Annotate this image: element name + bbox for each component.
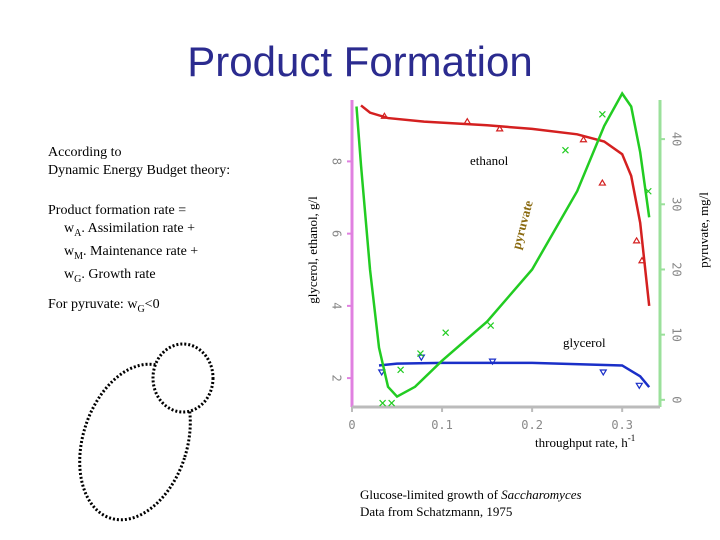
y2-tick-label: 0 [670, 396, 684, 403]
y-tick-label: 8 [330, 158, 344, 165]
term: wA. Assimilation rate + [64, 220, 198, 243]
fit-curve [355, 91, 651, 399]
slide-title: Product Formation [187, 38, 533, 85]
term: wM. Maintenance rate + [64, 243, 198, 266]
data-point [442, 329, 450, 337]
series-label: pyruvate [508, 199, 535, 251]
term-sub: M [74, 250, 84, 262]
x-axis-label: throughput rate, h-1 [535, 433, 635, 450]
y2-tick-label: 10 [670, 327, 684, 341]
data-point [579, 135, 588, 143]
note-text: For pyruvate: w [48, 297, 138, 312]
term-symbol: w [64, 243, 75, 259]
data-point [598, 110, 606, 118]
data-point [487, 322, 495, 329]
caption-text: Data from Schatzmann, 1975 [360, 504, 513, 519]
note-rest: <0 [144, 297, 160, 312]
x-tick-label: 0.3 [611, 418, 633, 432]
data-point [417, 350, 424, 357]
yeast-bud [151, 342, 215, 414]
note-sub: G [137, 303, 145, 315]
x-tick-label: 0 [348, 418, 355, 432]
x-axis-label-text: throughput rate, h [535, 435, 628, 450]
data-point [598, 178, 607, 186]
caption-italic: Saccharomyces [501, 487, 582, 502]
term-sub: G [74, 273, 82, 285]
rate-heading: Product formation rate = [48, 203, 187, 218]
intro-line: According to [48, 145, 122, 160]
data-point [599, 369, 608, 377]
data-point [463, 117, 472, 125]
intro-line: Dynamic Energy Budget theory: [48, 163, 231, 178]
term-symbol: w [64, 266, 75, 282]
term: wG. Growth rate [64, 266, 198, 289]
data-point [380, 112, 389, 119]
data-point [495, 124, 504, 132]
data-point [637, 256, 647, 264]
data-point [635, 382, 644, 390]
term-text: . Growth rate [81, 266, 156, 282]
term-text: . Assimilation rate + [81, 221, 196, 236]
series-label: glycerol [563, 335, 606, 350]
y2-tick-label: 20 [670, 262, 684, 276]
data-point [644, 187, 652, 195]
caption: Glucose-limited growth of Saccharomyces … [360, 486, 582, 520]
intro: According to Dynamic Energy Budget theor… [48, 144, 230, 180]
x-tick-label: 0.1 [431, 418, 453, 432]
data-point [397, 366, 405, 374]
yeast-drawing [78, 342, 215, 522]
y2-axis-label: pyruvate, mg/l [696, 192, 711, 268]
y2-tick-label: 30 [670, 197, 684, 211]
term-symbol: w [64, 221, 75, 236]
y-axis-label: glycerol, ethanol, g/l [305, 196, 320, 304]
series-label: ethanol [470, 153, 509, 168]
data-point [632, 236, 641, 244]
fit-curve [360, 104, 651, 307]
terms: wA. Assimilation rate + wM. Maintenance r… [48, 220, 198, 288]
term-text: . Maintenance rate + [83, 243, 199, 259]
data-point [379, 399, 387, 407]
y-tick-label: 4 [330, 302, 344, 309]
data-point [388, 399, 396, 407]
data-point [488, 358, 497, 366]
data-point [377, 369, 386, 377]
y2-tick-label: 40 [670, 132, 684, 146]
caption-text: Glucose-limited growth of [360, 487, 502, 502]
x-axis-label-sup: -1 [628, 433, 636, 443]
fit-curve [378, 361, 651, 388]
y-tick-label: 2 [330, 374, 344, 381]
term-sub: A [74, 227, 82, 239]
pyruvate-note: For pyruvate: wG<0 [48, 296, 160, 319]
y-tick-label: 6 [330, 230, 344, 237]
rate-block: Product formation rate = wA. Assimilatio… [48, 202, 198, 288]
data-point [562, 146, 569, 154]
x-tick-label: 0.2 [521, 418, 543, 432]
